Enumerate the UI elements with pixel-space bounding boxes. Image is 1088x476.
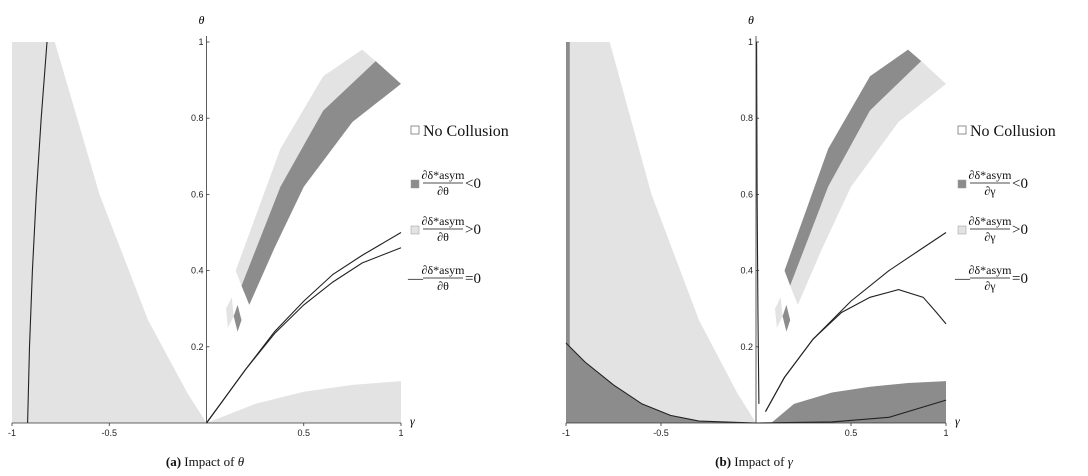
- y-tick-label: 0.6: [191, 189, 204, 199]
- legend-numerator-negative: ∂δ*asym: [422, 168, 466, 182]
- y-tick-label: 0.4: [191, 266, 204, 276]
- legend-numerator-negative: ∂δ*asym: [969, 168, 1013, 182]
- legend-relation-negative: <0: [465, 176, 481, 192]
- x-tick-label: 1: [398, 428, 403, 438]
- left-zero-curve: [27, 41, 48, 424]
- x-tick-label: 1: [943, 428, 948, 438]
- legend-swatch-negative: [410, 179, 420, 189]
- x-axis-label: γ: [410, 414, 415, 428]
- small-light-fragment: [226, 297, 234, 328]
- legend-relation-zero: =0: [465, 271, 481, 287]
- small-dark-fragment: [782, 304, 791, 332]
- y-tick-label: 0.2: [740, 342, 753, 352]
- y-tick-label: 1: [748, 37, 753, 47]
- legend-numerator-zero: ∂δ*asym: [422, 263, 466, 277]
- upper-dark-band: [784, 49, 922, 286]
- x-tick-label: -1: [8, 428, 16, 438]
- chart-panel-a: -1 -0.5 0.5 1 0.2 0.4 0.6 0.8 1 θ γ No Collusion ∂δ*…: [8, 13, 509, 469]
- legend-numerator-positive: ∂δ*asym: [969, 214, 1013, 228]
- x-tick-label: -1: [562, 428, 570, 438]
- upper-dark-band: [241, 61, 401, 305]
- y-tick-label: 0.2: [191, 342, 204, 352]
- legend-swatch-no-collusion: [410, 125, 420, 135]
- figure-caption: (a) Impact of θ: [166, 454, 245, 469]
- left-light-region: [12, 42, 207, 423]
- legend-swatch-positive: [410, 225, 420, 235]
- chart-panel-b: -1 -0.5 0.5 1 0.2 0.4 0.6 0.8 1 θ γ No Collusion ∂δ*…: [562, 13, 1056, 469]
- bottom-light-region: [206, 381, 401, 423]
- right-zero-curve-hump: [765, 289, 947, 412]
- x-tick-label: -0.5: [101, 428, 117, 438]
- legend-denominator-negative: ∂θ: [437, 184, 449, 198]
- bottom-right-dark-region: [771, 381, 946, 423]
- legend-label-no-collusion: No Collusion: [970, 123, 1056, 140]
- x-axis-label: γ: [955, 414, 960, 428]
- legend: No Collusion∂δ*asym∂γ <0∂δ*asym∂γ >0—∂δ*as…: [954, 123, 1056, 293]
- x-tick-label: 0.5: [845, 428, 858, 438]
- bottom-left-dark-region: [566, 343, 756, 423]
- legend: No Collusion∂δ*asym∂θ <0∂δ*asym∂θ >0—∂δ*as…: [407, 123, 509, 293]
- legend-denominator-positive: ∂θ: [437, 230, 449, 244]
- y-tick-label: 1: [198, 37, 203, 47]
- y-tick-label: 0.8: [740, 113, 753, 123]
- upper-light-band: [235, 49, 376, 286]
- legend-line-marker: —: [954, 271, 971, 287]
- legend-numerator-zero: ∂δ*asym: [969, 263, 1013, 277]
- legend-relation-zero: =0: [1012, 271, 1028, 287]
- legend-swatch-negative: [957, 179, 967, 189]
- legend-line-marker: —: [407, 271, 424, 287]
- legend-denominator-negative: ∂γ: [984, 184, 996, 198]
- right-zero-curve-lower: [206, 247, 402, 424]
- caption-label: (b): [715, 454, 731, 469]
- caption-label: (a): [166, 454, 181, 469]
- legend-relation-negative: <0: [1012, 176, 1028, 192]
- left-vertical-curve: [756, 41, 760, 404]
- legend-numerator-positive: ∂δ*asym: [422, 214, 466, 228]
- caption-symbol: γ: [788, 454, 794, 469]
- legend-denominator-zero: ∂θ: [437, 279, 449, 293]
- legend-swatch-positive: [957, 225, 967, 235]
- small-dark-fragment: [233, 304, 242, 332]
- caption-text: Impact of: [181, 454, 238, 469]
- legend-denominator-zero: ∂γ: [984, 279, 996, 293]
- y-tick-label: 0.4: [740, 266, 753, 276]
- caption-symbol: θ: [238, 454, 245, 469]
- legend-relation-positive: >0: [465, 222, 481, 238]
- left-dark-strip: [566, 42, 570, 351]
- legend-relation-positive: >0: [1012, 222, 1028, 238]
- small-light-fragment: [775, 297, 783, 328]
- y-tick-label: 0.6: [740, 189, 753, 199]
- legend-denominator-positive: ∂γ: [984, 230, 996, 244]
- figure-caption: (b) Impact of γ: [715, 454, 794, 469]
- y-tick-label: 0.8: [191, 113, 204, 123]
- left-light-region: [566, 42, 756, 423]
- upper-light-band: [790, 61, 946, 305]
- y-axis-label: θ: [199, 13, 205, 27]
- caption-text: Impact of: [731, 454, 788, 469]
- bottom-left-zero-curve: [565, 342, 947, 424]
- legend-label-no-collusion: No Collusion: [423, 123, 509, 140]
- x-tick-label: 0.5: [297, 428, 310, 438]
- legend-swatch-no-collusion: [957, 125, 967, 135]
- x-tick-label: -0.5: [653, 428, 669, 438]
- y-axis-label: θ: [748, 13, 754, 27]
